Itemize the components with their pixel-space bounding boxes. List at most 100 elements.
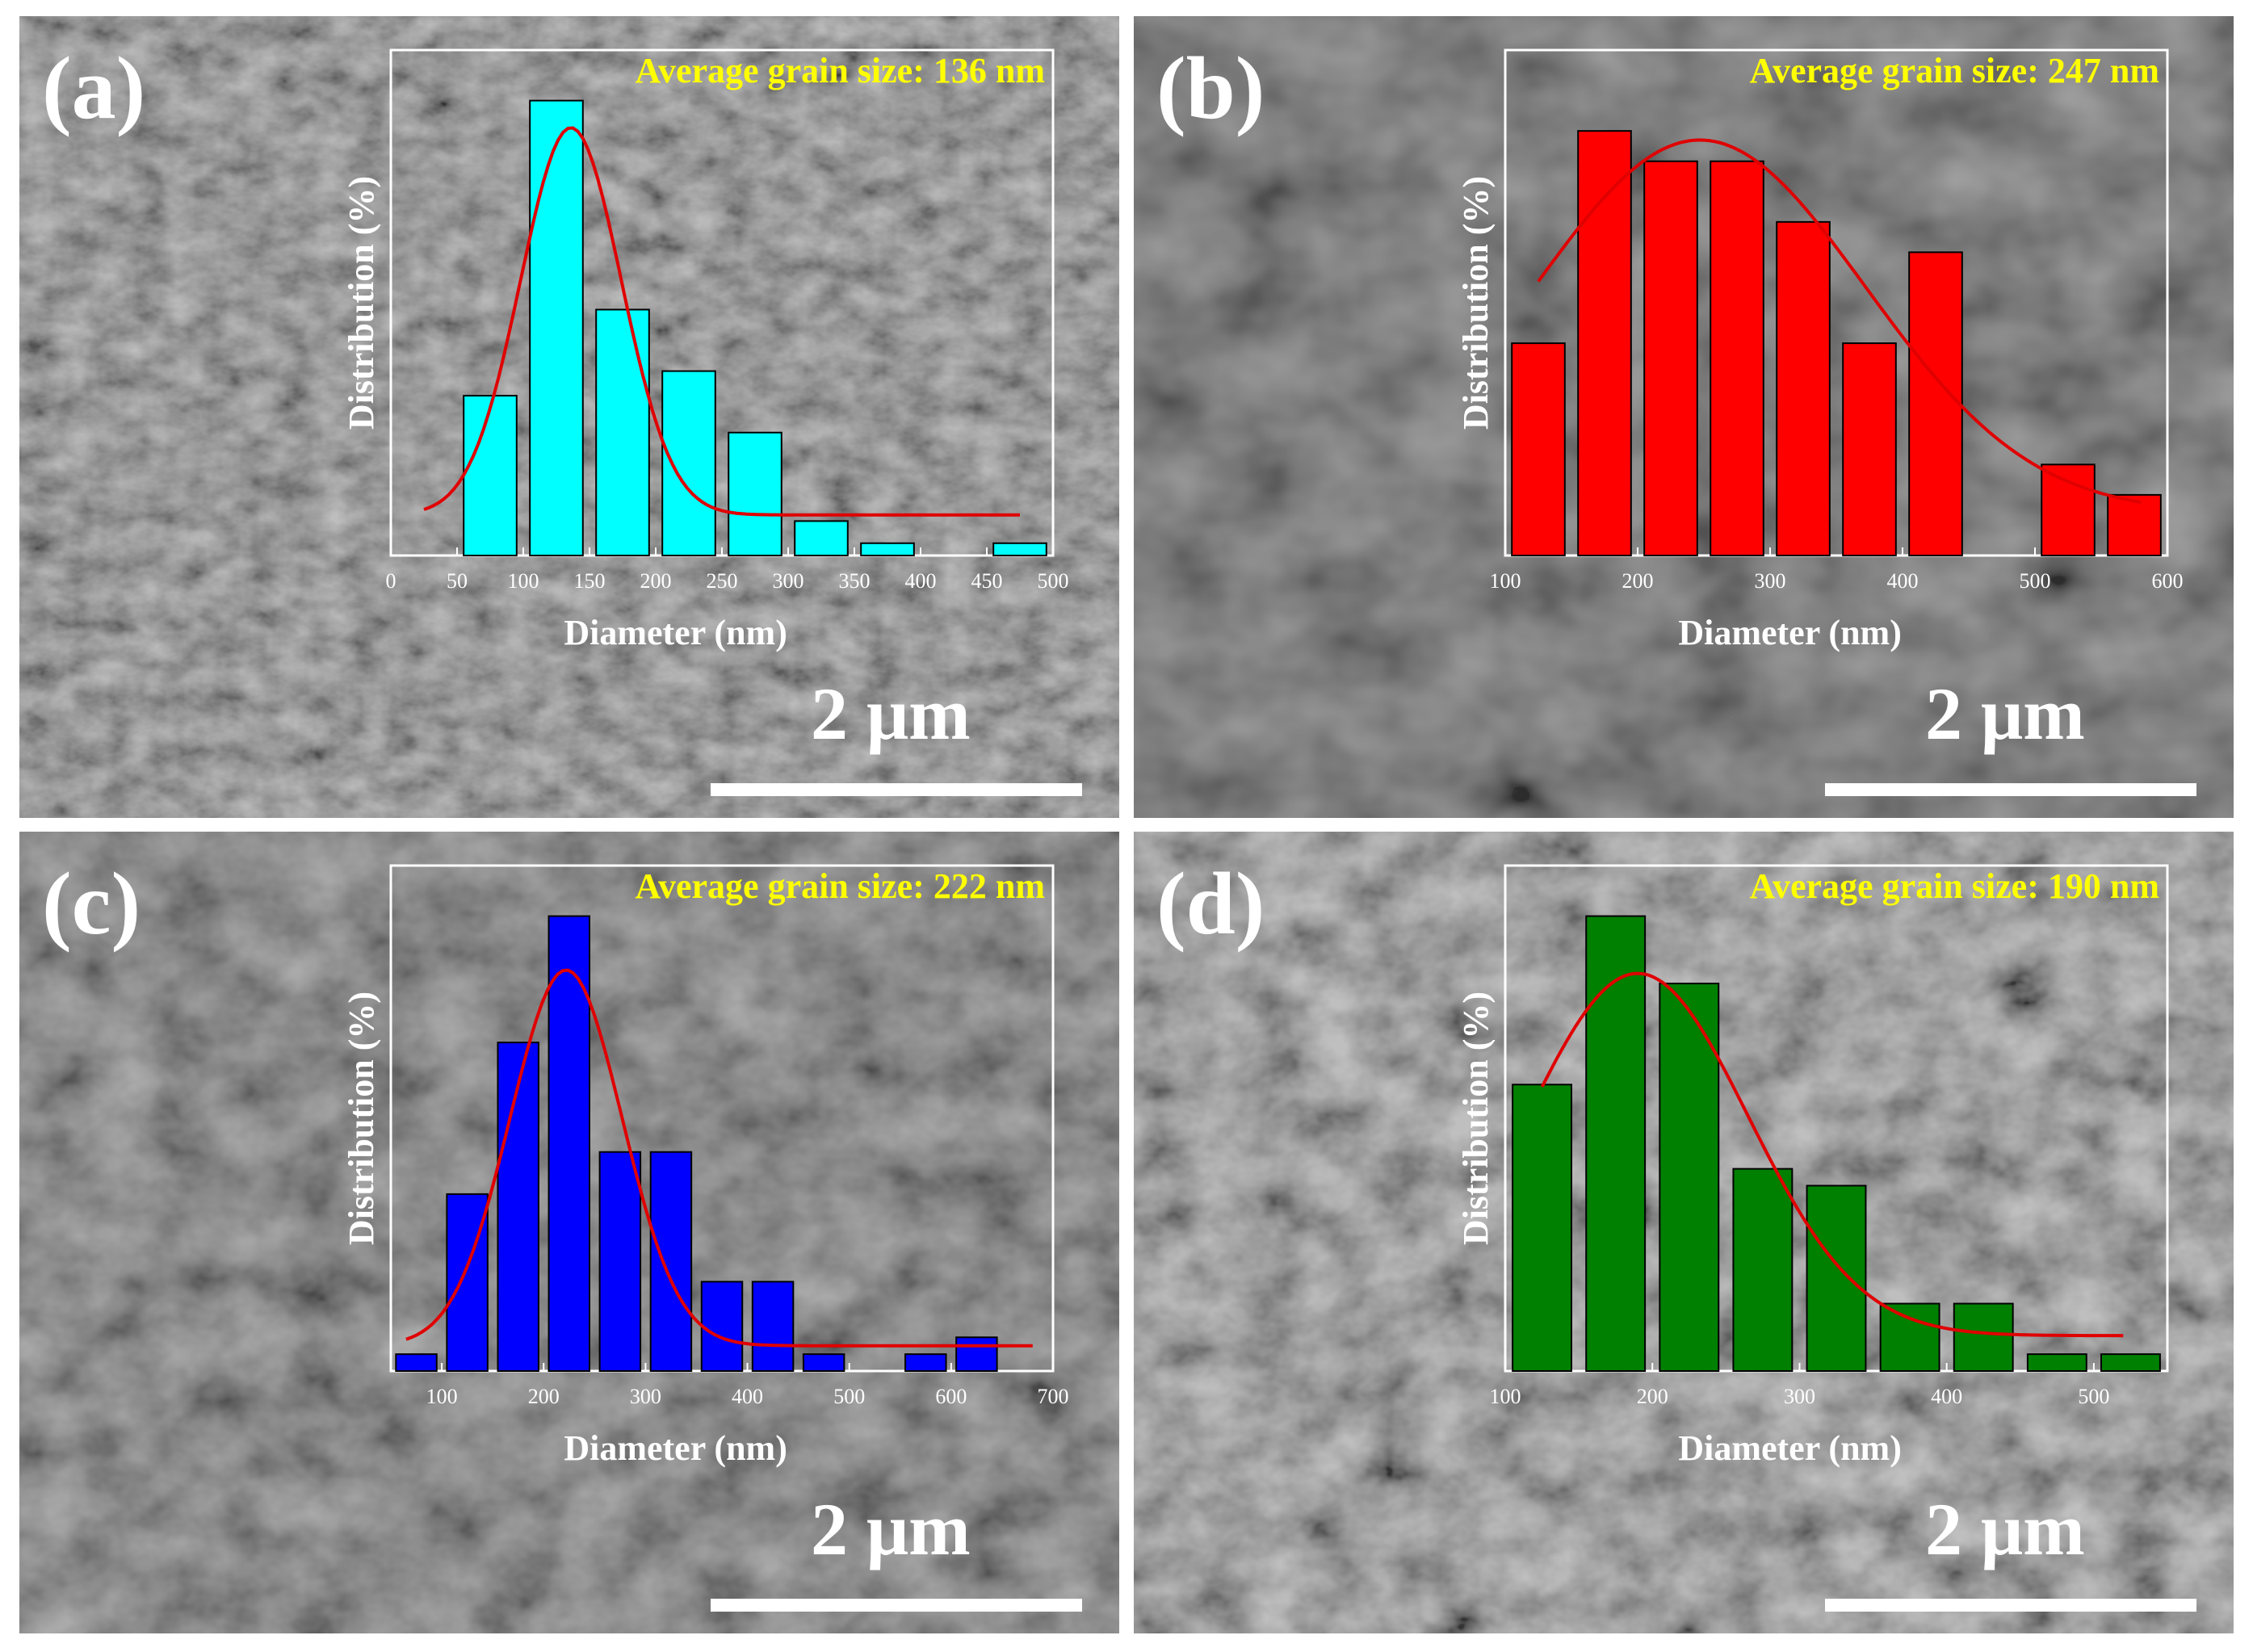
x-tick-label: 350 xyxy=(839,569,871,593)
x-tick-label: 100 xyxy=(426,1385,458,1408)
x-tick-label: 100 xyxy=(508,569,539,593)
histogram-bar xyxy=(1577,130,1632,557)
histogram-bar xyxy=(1953,1302,2014,1372)
histogram-bar xyxy=(1512,1084,1572,1372)
scale-bar-label: 2 μm xyxy=(1925,1488,2085,1570)
histogram-bar xyxy=(548,915,591,1373)
histogram-bar xyxy=(598,1151,642,1372)
x-tick-label: 200 xyxy=(640,569,672,593)
chart-title: Average grain size: 247 nm xyxy=(1749,51,2159,90)
histogram-bar xyxy=(395,1353,438,1373)
histogram-bar xyxy=(1585,915,1647,1373)
sem-image-b xyxy=(1134,16,2234,818)
histogram-bar xyxy=(1842,342,1897,556)
x-tick-label: 100 xyxy=(1490,1385,1521,1408)
sem-panel-b: (b) 100 200 300 400 500 600 Average grain size… xyxy=(1134,16,2234,818)
histogram-bar xyxy=(529,99,584,557)
histogram-bar xyxy=(1879,1302,1940,1372)
x-tick-label: 500 xyxy=(2078,1385,2109,1408)
histogram-bar xyxy=(1659,983,1720,1372)
sem-panel-a: (a) 0 50 100 150 200 250 300 350 400 450 500 Averag… xyxy=(19,16,1119,818)
sem-panel-d: (d) 100 200 300 400 500 Average grain size: 1… xyxy=(1134,832,2234,1633)
histogram-bar xyxy=(860,542,915,556)
histogram-bar xyxy=(1908,251,1963,556)
panel-label: (c) xyxy=(42,854,141,953)
histogram-bar xyxy=(2026,1353,2087,1373)
chart-title: Average grain size: 190 nm xyxy=(1749,866,2159,906)
x-tick-label: 0 xyxy=(386,569,396,593)
histogram-d: 100 200 300 400 500 Average grain size: 190 n… xyxy=(1456,864,2169,1468)
x-tick-label: 600 xyxy=(935,1385,967,1408)
x-tick-label: 450 xyxy=(971,569,1003,593)
x-tick-label: 700 xyxy=(1038,1385,1069,1408)
x-tick-label: 50 xyxy=(447,569,468,593)
x-axis-label: Diameter (nm) xyxy=(1678,1428,1902,1468)
x-tick-label: 300 xyxy=(630,1385,661,1408)
scale-bar-label: 2 μm xyxy=(811,673,971,755)
histogram-bar xyxy=(1710,160,1764,556)
histogram-bar xyxy=(1732,1168,1794,1372)
x-tick-label: 500 xyxy=(2020,569,2051,593)
gaussian-fit-curve xyxy=(405,968,1033,1348)
histogram-bar xyxy=(2041,463,2096,557)
panel-label: (d) xyxy=(1156,854,1265,953)
histogram-bar xyxy=(2100,1353,2161,1373)
x-tick-label: 150 xyxy=(574,569,606,593)
histogram-bar xyxy=(2107,493,2162,557)
x-tick-label: 600 xyxy=(2152,569,2184,593)
sem-panel-c: (c) 100 200 300 400 500 600 700 Average grain s… xyxy=(19,832,1119,1633)
x-tick-label: 100 xyxy=(1490,569,1521,593)
x-tick-label: 300 xyxy=(1755,569,1786,593)
scale-bar-label: 2 μm xyxy=(1925,673,2085,755)
gaussian-fit-curve xyxy=(423,126,1020,517)
x-tick-label: 500 xyxy=(1038,569,1069,593)
x-tick-label: 200 xyxy=(1637,1385,1668,1408)
histogram-bar xyxy=(794,520,849,556)
scale-bar xyxy=(711,783,1082,796)
gaussian-fit-curve xyxy=(1540,971,2124,1338)
histogram-bar xyxy=(802,1353,845,1373)
y-axis-label: Distribution (%) xyxy=(342,176,381,430)
histogram-bar xyxy=(595,308,650,556)
histogram-bar xyxy=(1806,1184,1867,1373)
histogram-c: 100 200 300 400 500 600 700 Average grain size:… xyxy=(342,864,1069,1468)
y-axis-label: Distribution (%) xyxy=(1456,176,1496,430)
scale-bar xyxy=(711,1599,1082,1612)
scale-bar xyxy=(1825,1599,2196,1612)
x-tick-label: 400 xyxy=(1931,1385,1962,1408)
histogram-b: 100 200 300 400 500 600 Average grain size: 24… xyxy=(1456,48,2184,652)
x-tick-label: 250 xyxy=(707,569,738,593)
y-axis-label: Distribution (%) xyxy=(342,992,381,1245)
x-axis-label: Diameter (nm) xyxy=(1678,613,1902,652)
x-tick-label: 500 xyxy=(833,1385,865,1408)
histogram-bar xyxy=(463,395,518,556)
gaussian-fit-curve xyxy=(1537,138,2142,505)
histogram-bar xyxy=(1643,160,1698,556)
panel-label: (a) xyxy=(42,39,146,137)
x-tick-label: 400 xyxy=(732,1385,763,1408)
x-tick-label: 400 xyxy=(905,569,937,593)
histogram-bar xyxy=(992,542,1047,556)
histogram-a: 0 50 100 150 200 250 300 350 400 450 500 Average gr… xyxy=(342,48,1069,652)
scale-bar-label: 2 μm xyxy=(811,1488,971,1570)
histogram-bar xyxy=(751,1281,795,1373)
plot-frame xyxy=(1504,48,2169,557)
x-axis-label: Diameter (nm) xyxy=(564,1428,787,1468)
x-tick-label: 200 xyxy=(1622,569,1654,593)
histogram-bar xyxy=(497,1042,539,1372)
histogram-bar xyxy=(1776,220,1831,556)
scale-bar xyxy=(1825,783,2196,796)
x-tick-label: 200 xyxy=(528,1385,560,1408)
histogram-bar xyxy=(649,1151,693,1372)
histogram-bar xyxy=(955,1336,998,1372)
histogram-bar xyxy=(728,431,782,556)
chart-title: Average grain size: 136 nm xyxy=(635,51,1045,90)
x-tick-label: 400 xyxy=(1887,569,1919,593)
x-axis-label: Diameter (nm) xyxy=(564,613,787,652)
x-tick-label: 300 xyxy=(773,569,804,593)
histogram-bar xyxy=(1511,342,1566,556)
x-tick-label: 300 xyxy=(1784,1385,1815,1408)
panel-label: (b) xyxy=(1156,39,1265,137)
chart-title: Average grain size: 222 nm xyxy=(635,866,1045,906)
y-axis-label: Distribution (%) xyxy=(1456,992,1496,1245)
